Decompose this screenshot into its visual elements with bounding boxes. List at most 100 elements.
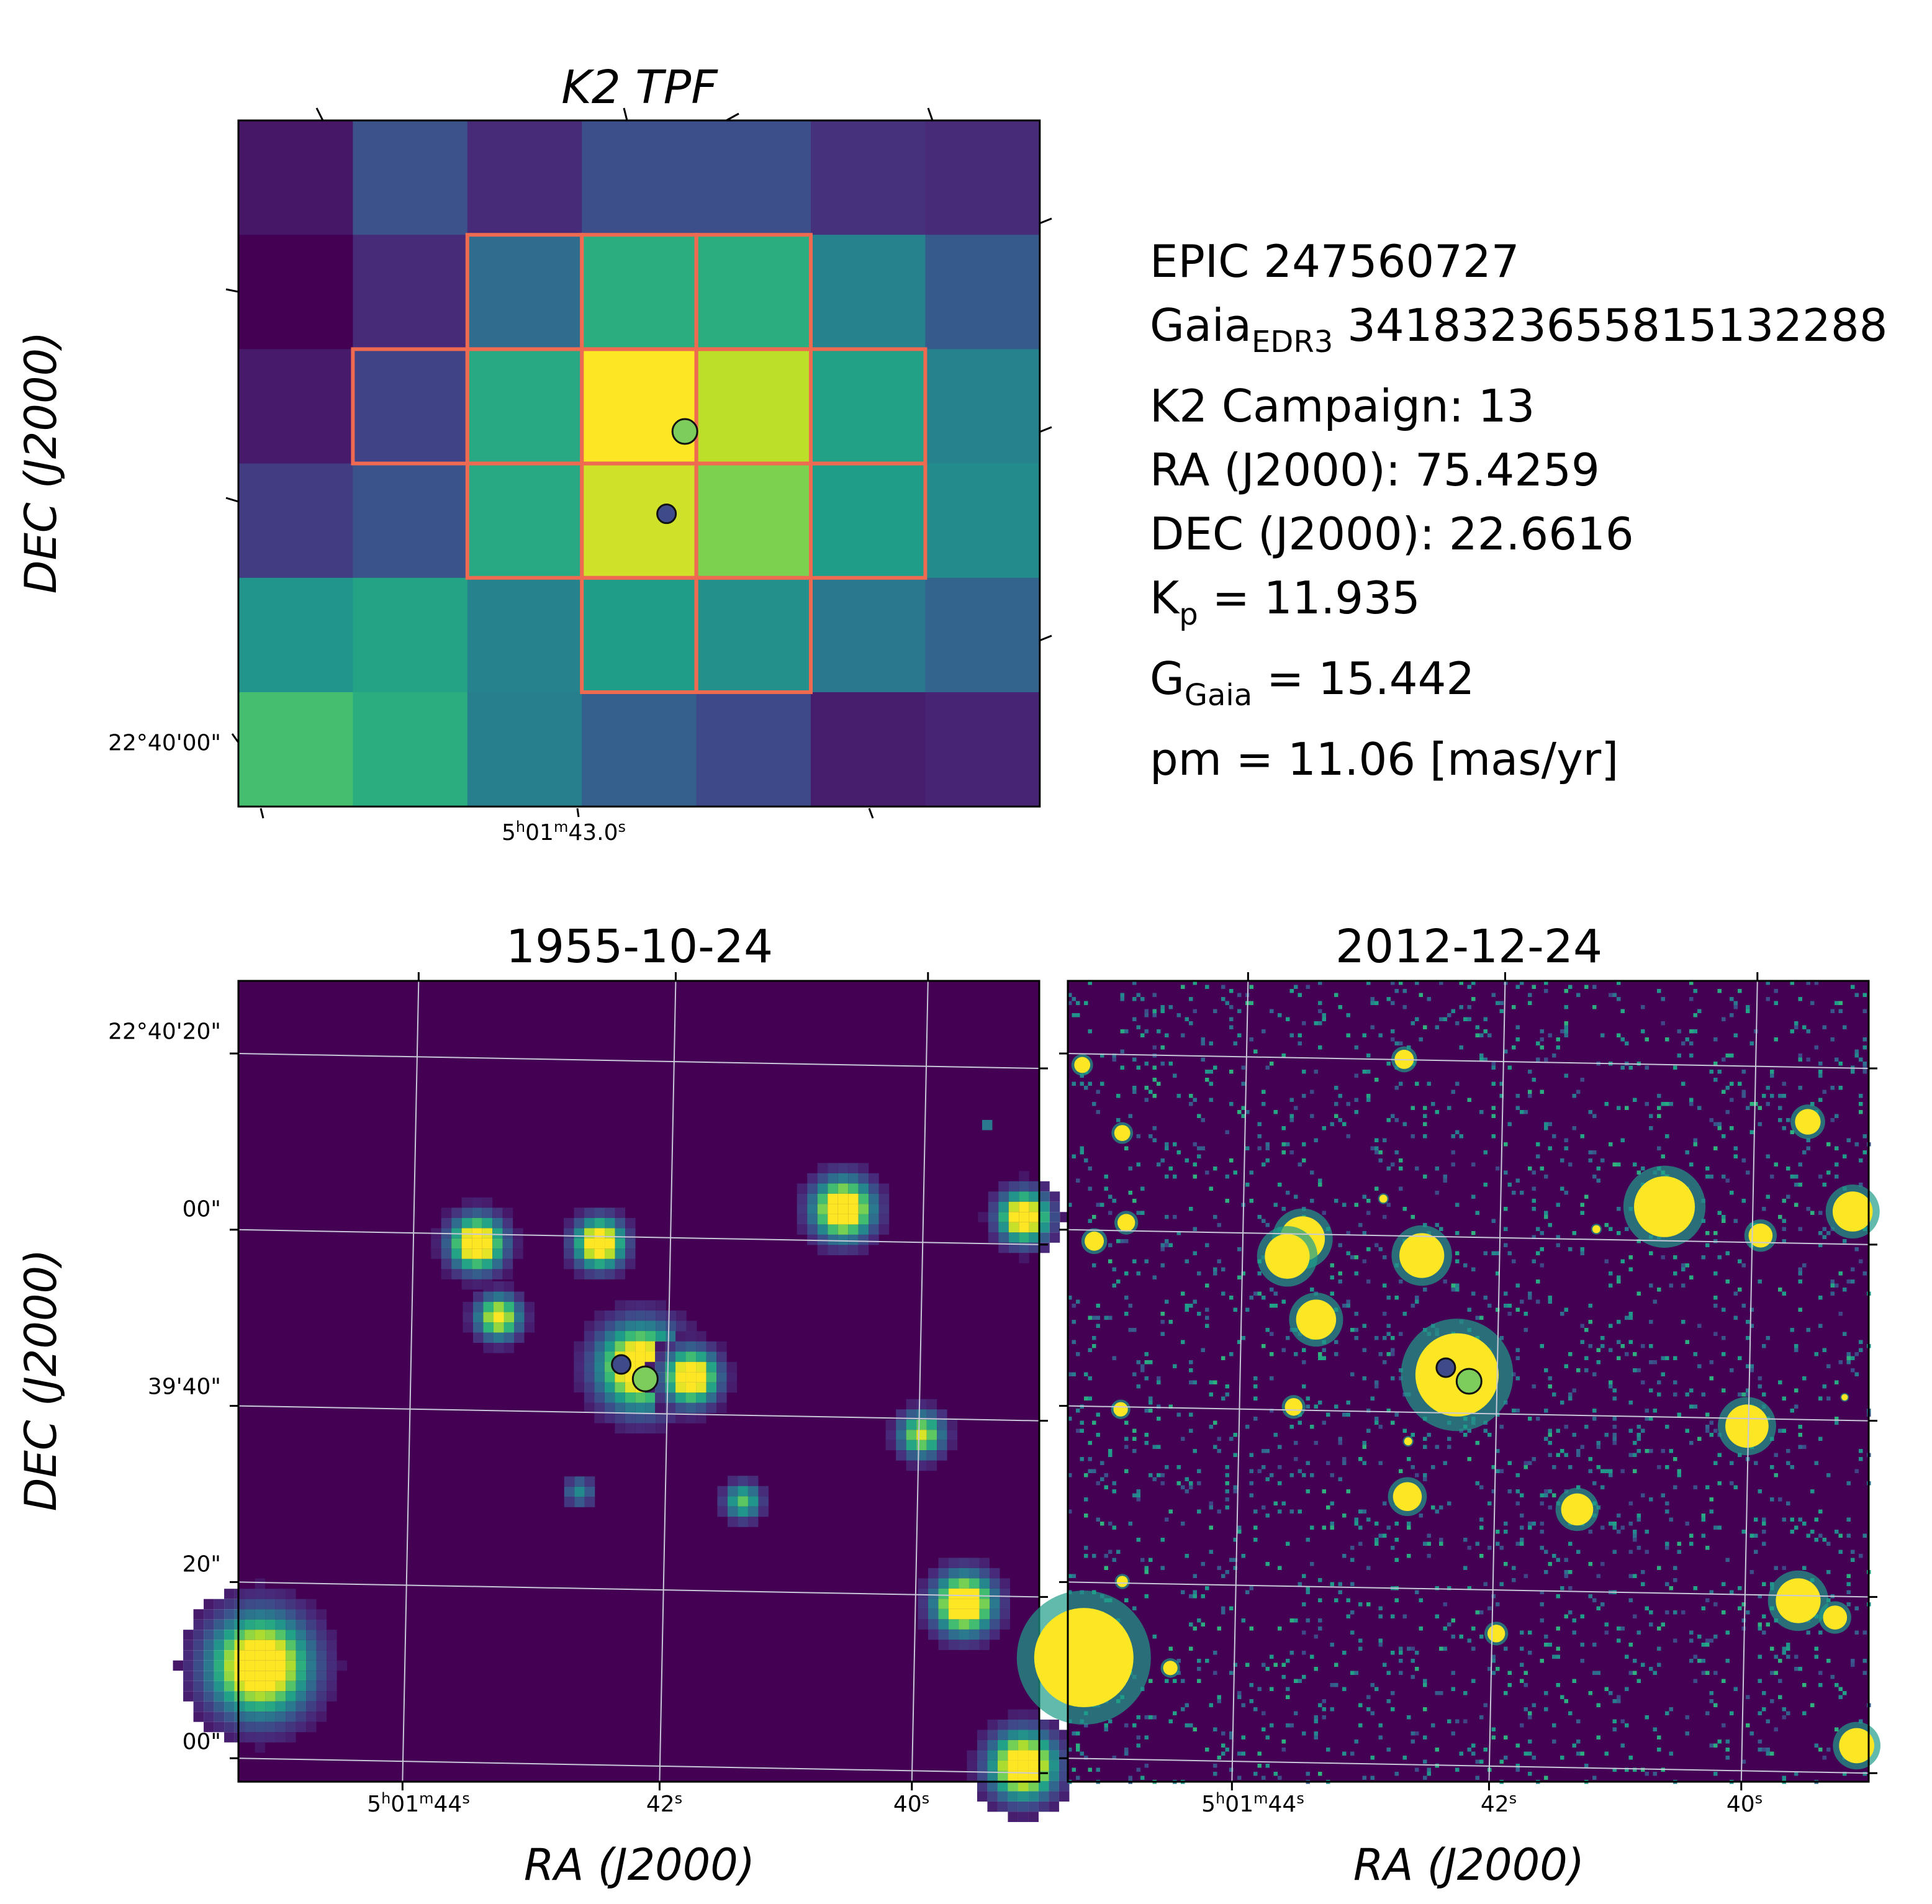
star-pixel <box>224 1619 235 1630</box>
sky-noise-pixel <box>1318 981 1322 985</box>
star-pixel <box>286 1691 296 1702</box>
sky-noise-pixel <box>1427 1772 1431 1776</box>
sky-noise-pixel <box>1830 1086 1835 1090</box>
sky-noise-pixel <box>1741 1392 1746 1397</box>
sky-noise-pixel <box>1568 1586 1573 1590</box>
sky-noise-pixel <box>1455 1283 1460 1288</box>
sky-noise-pixel <box>1298 1033 1302 1037</box>
sky-noise-pixel <box>1709 1175 1713 1179</box>
sky-noise-pixel <box>1572 1231 1576 1235</box>
sky-noise-pixel <box>1407 1715 1411 1720</box>
sky-noise-pixel <box>1741 1090 1746 1094</box>
sky-noise-pixel <box>1762 1541 1766 1546</box>
star-pixel <box>645 1402 656 1414</box>
star-pixel <box>665 1402 676 1414</box>
star-pixel <box>494 1332 504 1343</box>
sky-noise-pixel <box>1673 1610 1677 1615</box>
sky-noise-pixel <box>1144 1441 1149 1445</box>
sky-noise-pixel <box>1229 1070 1234 1074</box>
sky-noise-pixel <box>1181 985 1185 989</box>
sky-noise-pixel <box>1136 1497 1140 1502</box>
sky-noise-pixel <box>1362 1509 1366 1514</box>
sky-noise-pixel <box>1862 1070 1867 1074</box>
sky-noise-pixel <box>1402 989 1407 993</box>
sky-noise-pixel <box>1677 1473 1681 1478</box>
sky-noise-pixel <box>1838 1695 1843 1699</box>
star-pixel <box>234 1630 245 1640</box>
sky-noise-pixel <box>1427 1554 1431 1558</box>
sky-noise-pixel <box>1370 1025 1375 1029</box>
star-pixel <box>463 1302 473 1312</box>
sky-noise-pixel <box>1633 1469 1637 1473</box>
sky-noise-pixel <box>1209 1380 1213 1384</box>
star-pixel <box>837 1224 849 1235</box>
sky-noise-pixel <box>1673 1457 1677 1461</box>
sky-noise-pixel <box>1661 1622 1665 1627</box>
sky-noise-pixel <box>1854 1352 1859 1356</box>
sky-noise-pixel <box>1709 1070 1713 1074</box>
sky-noise-pixel <box>1213 1267 1217 1271</box>
dec-gridline <box>1068 1229 1869 1245</box>
sky-noise-pixel <box>1116 1118 1121 1122</box>
sky-noise-pixel <box>1628 1312 1633 1316</box>
sky-noise-pixel <box>1649 1667 1653 1671</box>
sky-noise-pixel <box>1342 1651 1347 1655</box>
star-pixel <box>286 1609 296 1620</box>
sky-noise-pixel <box>1108 1315 1113 1320</box>
sky-noise-pixel <box>1294 1441 1298 1445</box>
sky-noise-pixel <box>1346 1412 1350 1417</box>
star-pixel <box>502 1248 513 1259</box>
sky-noise-pixel <box>1334 1663 1338 1667</box>
star-pixel <box>645 1320 656 1332</box>
sky-noise-pixel <box>1165 1517 1169 1522</box>
sky-noise-pixel <box>1564 1558 1568 1562</box>
sky-noise-pixel <box>1835 1380 1839 1384</box>
sky-noise-pixel <box>1596 1735 1600 1739</box>
sky-noise-pixel <box>1318 1772 1322 1776</box>
sky-noise-pixel <box>1120 997 1124 1001</box>
star-pixel <box>747 1496 759 1507</box>
star-pixel <box>245 1701 255 1712</box>
star-pixel <box>1029 1242 1040 1253</box>
sky-noise-pixel <box>1124 1029 1129 1034</box>
sky-noise-pixel <box>1273 1202 1278 1207</box>
sky-noise-pixel <box>1588 1469 1592 1473</box>
sky-noise-pixel <box>1620 1469 1625 1473</box>
sky-noise-pixel <box>1157 1417 1161 1421</box>
sky-noise-pixel <box>1378 1643 1383 1647</box>
sky-noise-pixel <box>1588 1150 1592 1155</box>
panstarrs-2012-xlabel: RA (J2000) <box>1353 1839 1585 1890</box>
star-pixel <box>574 1207 585 1218</box>
sky-noise-pixel <box>1479 1057 1484 1062</box>
star-pixel <box>878 1224 890 1235</box>
star-pixel <box>286 1619 296 1630</box>
sky-noise-pixel <box>1733 1001 1738 1005</box>
sky-noise-pixel <box>1278 1481 1282 1486</box>
sky-noise-pixel <box>1342 1687 1347 1691</box>
sky-noise-pixel <box>1370 1683 1375 1687</box>
sky-noise-pixel <box>1144 1566 1149 1570</box>
star-pixel <box>584 1476 595 1487</box>
sky-noise-pixel <box>1176 1481 1181 1486</box>
star-pixel <box>858 1204 869 1214</box>
tpf-pixel <box>582 463 697 579</box>
sky-noise-pixel <box>1512 1578 1516 1582</box>
sky-noise-pixel <box>1491 1081 1496 1086</box>
sky-noise-pixel <box>1132 1086 1137 1090</box>
star-pixel <box>896 1430 906 1440</box>
sky-noise-pixel <box>1798 1445 1802 1449</box>
star-pixel <box>998 1191 1009 1202</box>
sky-noise-pixel <box>1609 1142 1613 1147</box>
sky-noise-pixel <box>1342 1202 1347 1207</box>
sky-noise-pixel <box>1798 1517 1802 1522</box>
sky-noise-pixel <box>1225 1473 1229 1478</box>
sky-noise-pixel <box>1818 1175 1823 1179</box>
sky-noise-pixel <box>1181 1485 1185 1489</box>
sky-noise-pixel <box>1241 1106 1245 1110</box>
star-pixel <box>979 1588 990 1599</box>
sky-noise-pixel <box>1108 1211 1113 1215</box>
star-pixel <box>716 1361 727 1373</box>
sky-noise-pixel <box>1181 1291 1185 1296</box>
sky-noise-pixel <box>1080 1081 1084 1086</box>
star-pixel <box>978 1212 988 1222</box>
